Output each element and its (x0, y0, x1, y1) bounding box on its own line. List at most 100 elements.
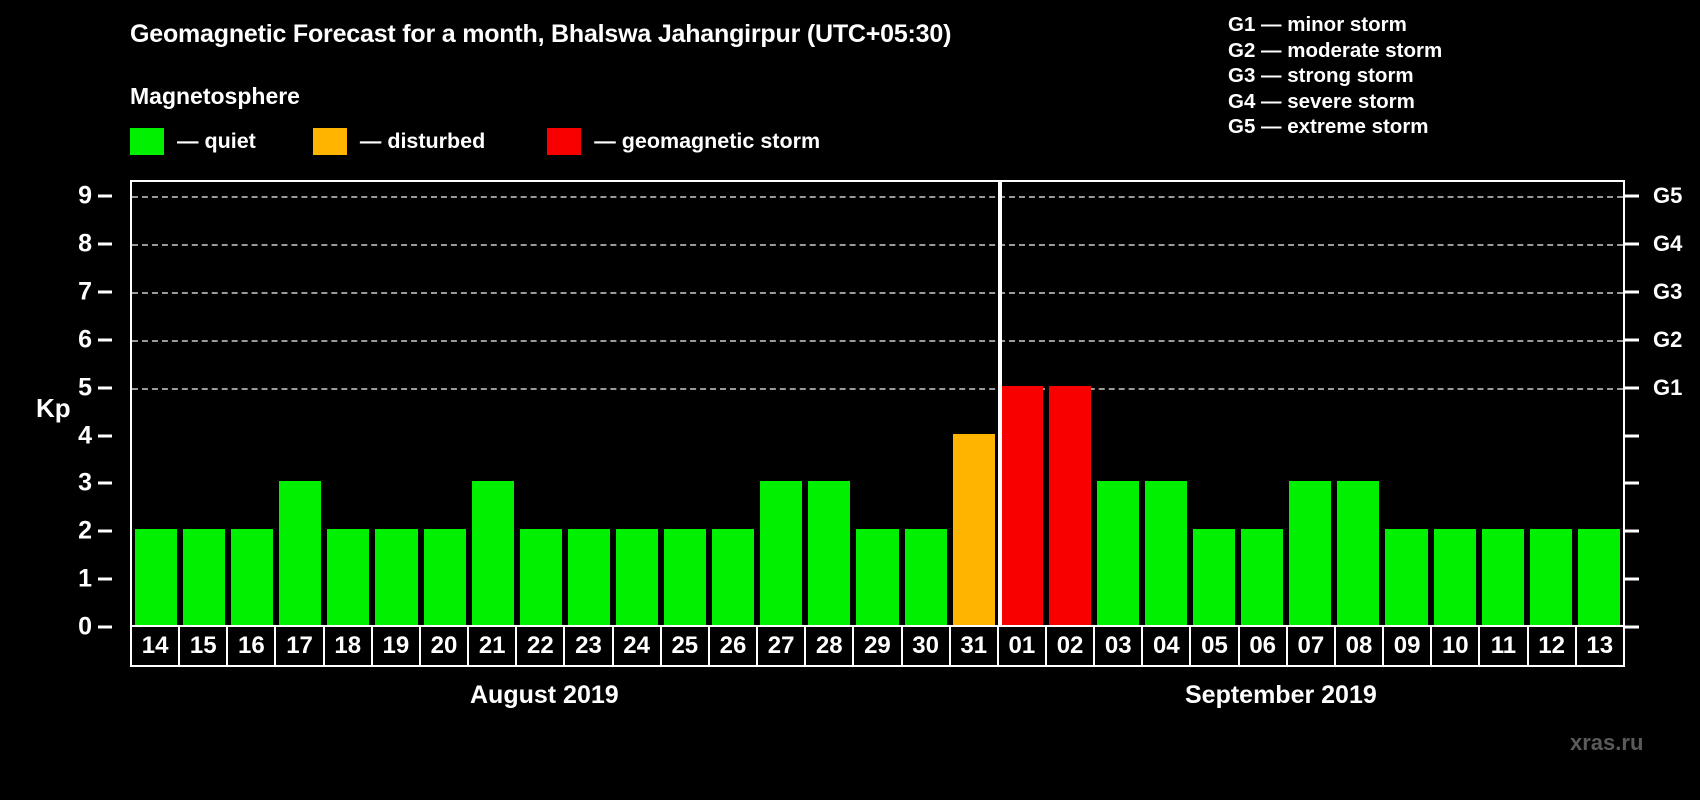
kp-bar[interactable] (1144, 481, 1188, 625)
kp-bar[interactable] (760, 481, 803, 625)
bar-cell[interactable] (1479, 182, 1527, 625)
kp-bar[interactable] (808, 481, 851, 625)
bar-cell[interactable] (132, 182, 180, 625)
bar-cell[interactable] (998, 182, 1046, 625)
kp-bar[interactable] (519, 529, 562, 625)
kp-bar[interactable] (904, 529, 947, 625)
bar-cell[interactable] (1238, 182, 1286, 625)
kp-bar[interactable] (135, 529, 178, 625)
kp-bar[interactable] (1385, 529, 1428, 625)
kp-bar[interactable] (1289, 481, 1332, 625)
bar-cell[interactable] (1142, 182, 1190, 625)
date-label[interactable]: 07 (1288, 627, 1336, 665)
bar-cell[interactable] (517, 182, 565, 625)
kp-bar[interactable] (1193, 529, 1236, 625)
kp-bar[interactable] (327, 529, 370, 625)
bar-cell[interactable] (469, 182, 517, 625)
bar-cell[interactable] (661, 182, 709, 625)
date-label[interactable]: 31 (951, 627, 999, 665)
date-label[interactable]: 16 (228, 627, 277, 665)
date-label[interactable]: 01 (999, 627, 1047, 665)
bar-cell[interactable] (613, 182, 661, 625)
kp-bar[interactable] (1529, 529, 1572, 625)
kp-axis-title: Kp (36, 393, 71, 423)
date-label[interactable]: 17 (276, 627, 325, 665)
kp-bar[interactable] (1241, 529, 1284, 625)
bar-cell[interactable] (950, 182, 998, 625)
bar-cell[interactable] (902, 182, 950, 625)
kp-bar[interactable] (1048, 385, 1091, 625)
date-label[interactable]: 06 (1240, 627, 1288, 665)
kp-bar[interactable] (567, 529, 610, 625)
date-label[interactable]: 18 (325, 627, 373, 665)
bar-cell[interactable] (324, 182, 372, 625)
bar-cell[interactable] (1046, 182, 1094, 625)
bar-cell[interactable] (1527, 182, 1575, 625)
kp-bar[interactable] (952, 433, 995, 625)
date-label[interactable]: 09 (1384, 627, 1433, 665)
bar-cell[interactable] (565, 182, 613, 625)
date-label[interactable]: 02 (1047, 627, 1096, 665)
bar-cell[interactable] (1286, 182, 1334, 625)
bar-cell[interactable] (853, 182, 901, 625)
bar-cell[interactable] (372, 182, 420, 625)
date-label[interactable]: 26 (710, 627, 759, 665)
kp-bar[interactable] (183, 529, 226, 625)
date-label[interactable]: 20 (421, 627, 470, 665)
date-label[interactable]: 25 (662, 627, 710, 665)
kp-bar[interactable] (471, 481, 514, 625)
kp-bar[interactable] (231, 529, 274, 625)
date-label[interactable]: 15 (180, 627, 229, 665)
kp-bar[interactable] (1577, 529, 1620, 625)
kp-bar[interactable] (856, 529, 899, 625)
date-label[interactable]: 23 (565, 627, 614, 665)
date-label[interactable]: 12 (1529, 627, 1577, 665)
gscale-tick-mark (1625, 338, 1639, 342)
date-label[interactable]: 21 (469, 627, 518, 665)
date-label[interactable]: 27 (758, 627, 807, 665)
kp-bar[interactable] (279, 481, 322, 625)
bar-cell[interactable] (1094, 182, 1142, 625)
bar-cell[interactable] (1382, 182, 1430, 625)
date-label[interactable]: 13 (1586, 632, 1614, 659)
kp-bar[interactable] (1000, 385, 1043, 625)
bar-cell[interactable] (757, 182, 805, 625)
date-label[interactable]: 14 (132, 627, 181, 665)
bar-cell[interactable] (1431, 182, 1479, 625)
bar-cell[interactable] (180, 182, 228, 625)
date-label[interactable]: 28 (806, 627, 855, 665)
bar-cell[interactable] (805, 182, 853, 625)
kp-bar[interactable] (1433, 529, 1476, 625)
kp-bar[interactable] (375, 529, 418, 625)
gscale-legend-row: G1 — minor storm (1228, 13, 1407, 36)
date-label[interactable]: 11 (1480, 627, 1529, 665)
gscale-legend-row: G3 — strong storm (1228, 64, 1414, 87)
kp-bar[interactable] (1337, 481, 1380, 625)
date-label[interactable]: 10 (1432, 627, 1481, 665)
kp-bar[interactable] (423, 529, 466, 625)
kp-bar[interactable] (1096, 481, 1139, 625)
month-label-august: August 2019 (470, 681, 619, 709)
kp-bar[interactable] (1481, 529, 1524, 625)
bar-cell[interactable] (421, 182, 469, 625)
kp-bar[interactable] (664, 529, 707, 625)
bar-cell[interactable] (228, 182, 276, 625)
kp-bar[interactable] (712, 529, 755, 625)
kp-bar[interactable] (615, 529, 659, 625)
date-label[interactable]: 24 (614, 627, 662, 665)
bar-cell[interactable] (1334, 182, 1382, 625)
gscale-tick-label: G2 (1653, 326, 1683, 352)
date-label[interactable]: 30 (903, 627, 951, 665)
bar-cell[interactable] (1190, 182, 1238, 625)
bar-cell[interactable] (276, 182, 324, 625)
date-label[interactable]: 03 (1095, 627, 1144, 665)
date-label[interactable]: 19 (373, 627, 421, 665)
date-label[interactable]: 05 (1191, 627, 1240, 665)
date-label[interactable]: 29 (854, 627, 903, 665)
date-label[interactable]: 08 (1336, 627, 1385, 665)
bar-cell[interactable] (709, 182, 757, 625)
kp-tick-mark (98, 242, 112, 246)
date-label[interactable]: 04 (1143, 627, 1192, 665)
date-label[interactable]: 22 (517, 627, 566, 665)
bar-cell[interactable] (1575, 182, 1623, 625)
